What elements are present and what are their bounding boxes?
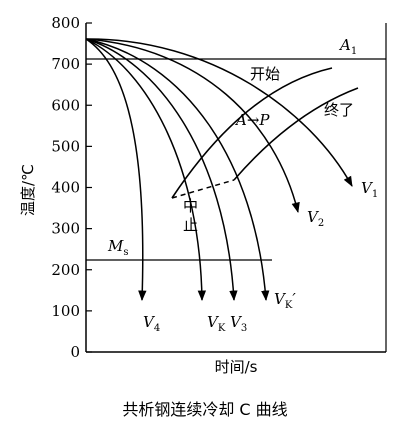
start-curve	[171, 67, 333, 199]
end-label: 终了	[324, 101, 354, 119]
cooling-curve-vk-prime	[85, 38, 270, 302]
y-tick-label: 500	[51, 137, 80, 155]
end-curve	[233, 87, 359, 181]
a1-label: A1	[338, 36, 357, 57]
vk-prime-label: VK′	[274, 290, 296, 311]
v2-label: V2	[307, 208, 324, 229]
stop-dashed-line	[171, 179, 235, 199]
y-ticks: 0 100 200 300 400 500 600 700 800	[51, 14, 92, 361]
y-tick-label: 800	[51, 14, 80, 32]
start-label: 开始	[250, 65, 280, 83]
cooling-curve-v3	[85, 38, 238, 302]
cooling-curve-v1	[85, 38, 353, 187]
y-tick-label: 300	[51, 220, 80, 238]
cooling-curve-v2	[85, 38, 300, 214]
y-tick-label: 400	[51, 179, 80, 197]
y-tick-label: 600	[51, 96, 80, 114]
ms-label: Ms	[107, 237, 129, 258]
stop-label-1: 中	[183, 197, 198, 215]
vk-label: VK	[207, 313, 226, 334]
v1-label: V1	[361, 179, 378, 200]
v3-label: V3	[230, 313, 247, 334]
y-tick-label: 700	[51, 55, 80, 73]
cooling-curve-vk	[85, 38, 207, 302]
x-axis-label: 时间/s	[215, 358, 258, 376]
y-tick-label: 0	[70, 343, 80, 361]
stop-label-2: 止	[183, 216, 198, 234]
v4-label: V4	[143, 313, 160, 334]
cct-diagram: 0 100 200 300 400 500 600 700 800 温度/℃ 时间/s A1 M…	[19, 14, 387, 376]
y-tick-label: 200	[51, 261, 80, 279]
cooling-curve-v4	[85, 38, 147, 302]
y-axis-label: 温度/℃	[19, 164, 37, 216]
transformation-arrow-label: A→P	[234, 111, 270, 129]
figure-caption: 共析钢连续冷却 C 曲线	[122, 400, 288, 419]
y-tick-label: 100	[51, 302, 80, 320]
